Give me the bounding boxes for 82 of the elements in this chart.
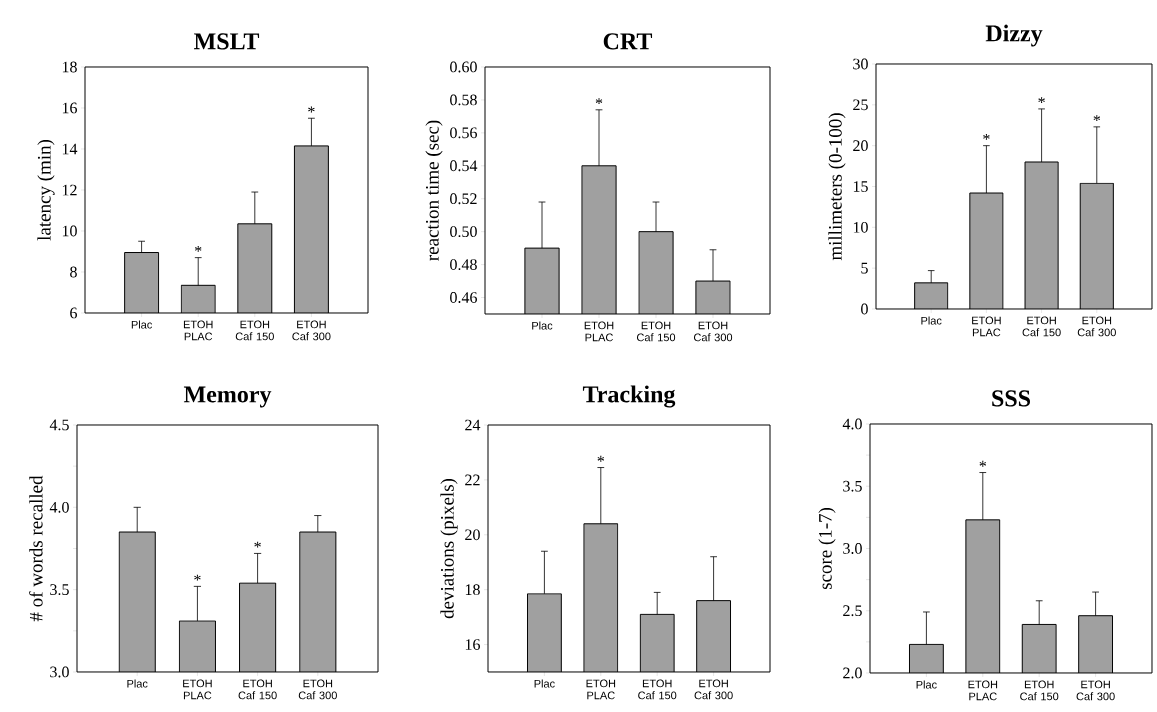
y-tick-label: 3.0	[843, 543, 862, 554]
y-tick-label: 3.5	[843, 480, 862, 492]
annotation: *	[983, 133, 990, 140]
annotation: *	[194, 574, 201, 581]
y-axis-title: deviations (pixels)	[440, 478, 458, 619]
chart-title: Tracking	[582, 385, 676, 408]
y-axis-title: latency (min)	[37, 139, 55, 241]
x-tick-label: ETOH Caf 300	[1077, 316, 1116, 337]
x-tick-label: Plac	[532, 321, 553, 330]
y-tick-label: 18	[465, 584, 480, 596]
x-tick-label: Plac	[921, 316, 942, 325]
y-tick-label: 2.5	[843, 605, 862, 617]
y-tick-label: 0	[861, 303, 868, 315]
y-tick-label: 10	[853, 221, 868, 233]
y-tick-label: 30	[853, 58, 868, 70]
x-tick-label: ETOH PLAC	[183, 679, 212, 700]
x-tick-label: ETOH Caf 150	[637, 321, 676, 342]
chart-title: MSLT	[194, 33, 260, 50]
y-tick-label: 2.0	[843, 667, 862, 679]
x-tick-label: ETOH Caf 150	[238, 679, 277, 700]
y-tick-label: 4.0	[842, 418, 862, 430]
annotation: *	[1093, 115, 1101, 122]
y-tick-label: 0.52	[450, 193, 477, 205]
y-tick-label: 0.56	[450, 127, 477, 139]
y-tick-label: 18	[62, 61, 77, 73]
y-tick-label: 22	[465, 474, 480, 486]
x-tick-label: ETOH Caf 300	[292, 320, 331, 341]
y-tick-label: 4.5	[49, 419, 69, 431]
y-tick-label: 15	[853, 181, 868, 192]
y-tick-label: 16	[465, 639, 480, 650]
x-tick-label: ETOH PLAC	[183, 320, 213, 341]
annotation: *	[1038, 97, 1045, 104]
y-tick-label: 0.48	[450, 259, 477, 271]
x-tick-label: ETOH PLAC	[584, 321, 614, 342]
annotation: *	[597, 455, 605, 462]
y-tick-label: 0.58	[450, 94, 477, 106]
y-tick-label: 25	[853, 99, 868, 111]
x-tick-label: ETOH Caf 300	[298, 679, 337, 700]
y-tick-label: 14	[62, 143, 78, 155]
chart-title: CRT	[603, 33, 653, 50]
y-tick-label: 8	[70, 266, 77, 278]
y-tick-label: 4.0	[49, 501, 69, 513]
x-tick-label: ETOH Caf 300	[1076, 680, 1115, 701]
y-tick-label: 12	[62, 184, 77, 196]
y-tick-label: 10	[62, 225, 77, 237]
y-tick-label: 16	[62, 102, 78, 114]
y-tick-label: 0.46	[450, 292, 477, 303]
x-tick-label: Plac	[916, 680, 937, 689]
y-tick-label: 0.60	[450, 61, 477, 73]
x-tick-label: ETOH Caf 150	[638, 679, 677, 700]
y-tick-label: 5	[861, 262, 868, 274]
x-tick-label: ETOH Caf 300	[694, 321, 733, 342]
x-tick-label: Plac	[127, 679, 148, 688]
annotation: *	[194, 245, 202, 252]
y-tick-label: 3.5	[50, 584, 69, 596]
chart-title: SSS	[992, 390, 1030, 407]
y-tick-label: 0.54	[450, 160, 478, 172]
x-tick-label: ETOH PLAC	[972, 316, 1001, 337]
y-tick-label: 24	[465, 419, 481, 431]
x-tick-label: Plac	[131, 320, 153, 329]
y-tick-label: 3.0	[50, 666, 69, 678]
chart-title: Dizzy	[985, 24, 1043, 47]
x-tick-label: Plac	[534, 679, 555, 688]
x-tick-label: ETOH Caf 150	[235, 320, 274, 341]
y-axis-title: # of words recalled	[29, 475, 43, 622]
annotation: *	[254, 541, 261, 548]
y-tick-label: 0.50	[450, 226, 477, 238]
y-tick-label: 20	[853, 140, 868, 152]
x-tick-label: ETOH PLAC	[586, 679, 616, 700]
y-tick-label: 20	[465, 529, 480, 541]
y-axis-title: score (1-7)	[818, 507, 836, 590]
y-axis-title: millimeters (0-100)	[828, 113, 846, 261]
y-axis-title: reaction time (sec)	[425, 120, 443, 261]
annotation: *	[308, 106, 315, 113]
annotation: *	[979, 460, 987, 467]
x-tick-label: ETOH PLAC	[968, 680, 998, 701]
x-tick-label: ETOH Caf 150	[1022, 316, 1061, 337]
annotation: *	[595, 98, 603, 104]
x-tick-label: ETOH Caf 150	[1020, 680, 1059, 701]
y-tick-label: 6	[70, 307, 78, 319]
chart-title: Memory	[183, 386, 272, 408]
x-tick-label: ETOH Caf 300	[694, 679, 733, 700]
